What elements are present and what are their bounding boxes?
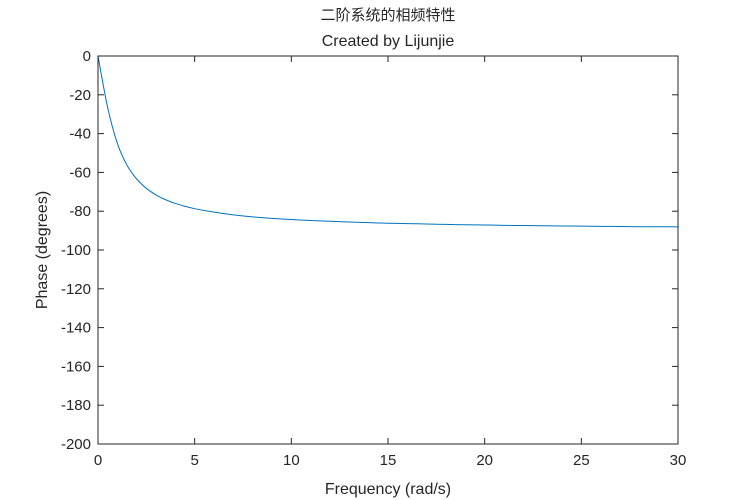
x-axis-label: Frequency (rad/s) (325, 481, 451, 498)
y-tick-label: -140 (61, 320, 91, 337)
y-tick-label: 0 (83, 48, 91, 65)
chart-title: 二阶系统的相频特性 (320, 6, 455, 24)
y-tick-label: -80 (69, 203, 91, 220)
axes-box (97, 55, 679, 445)
plot-area (98, 56, 678, 444)
x-tick-label: 10 (283, 452, 300, 469)
y-tick-label: -20 (69, 87, 91, 104)
chart-subtitle: Created by Lijunjie (322, 33, 455, 50)
x-tick-label: 15 (380, 452, 397, 469)
y-tick-label: -40 (69, 126, 91, 143)
y-tick-label: -200 (61, 436, 91, 453)
series-line-phase (97, 55, 679, 228)
tick-labels-group: 0 5 10 15 20 25 30 0 -20 -40 -60 -80 -100 -120 -140 -16… (61, 48, 686, 469)
y-tick-label: -160 (61, 358, 91, 375)
x-tick-label: 5 (190, 452, 198, 469)
x-tick-label: 0 (94, 452, 102, 469)
x-tick-label: 20 (476, 452, 493, 469)
y-tick-label: -100 (61, 242, 91, 259)
y-tick-label: -120 (61, 281, 91, 298)
y-axis-label: Phase (degrees) (34, 191, 51, 309)
y-tick-label: -60 (69, 164, 91, 181)
x-tick-label: 25 (573, 452, 590, 469)
y-tick-label: -180 (61, 397, 91, 414)
x-tick-label: 30 (670, 452, 687, 469)
